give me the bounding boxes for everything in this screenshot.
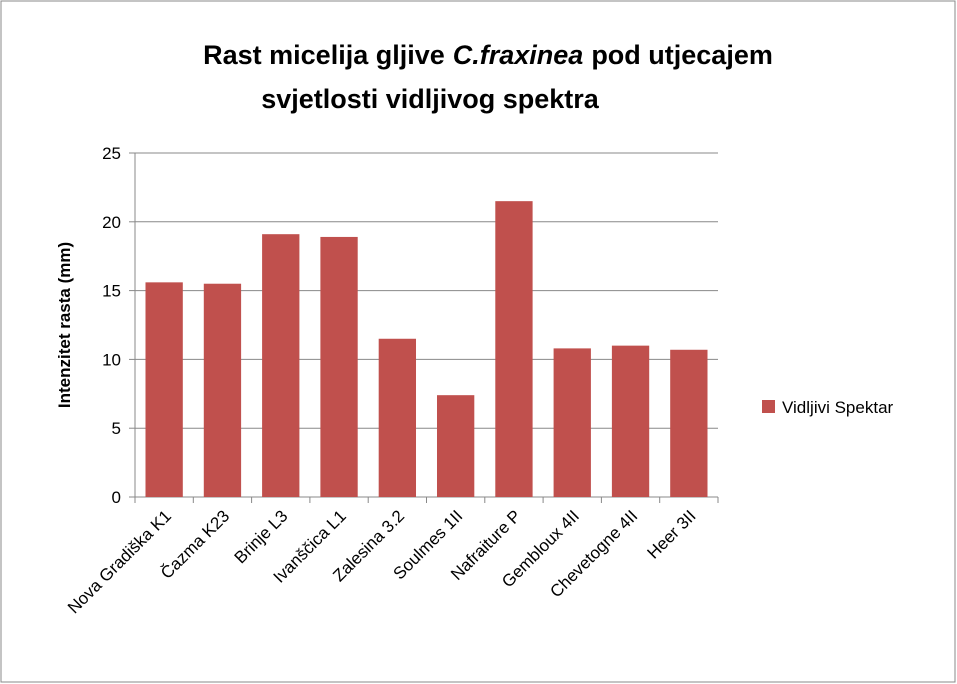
- bar: [553, 348, 591, 497]
- bar: [145, 282, 183, 497]
- title-part: Rast micelija gljive: [203, 40, 445, 70]
- bar: [611, 345, 650, 497]
- legend-label: Vidljivi Spektar: [782, 398, 894, 417]
- y-tick-label: 15: [102, 282, 121, 301]
- chart-title: svjetlosti vidljivog spektra: [261, 84, 600, 114]
- y-axis-label: Intenzitet rasta (mm): [55, 242, 74, 408]
- bar: [670, 349, 708, 497]
- legend-swatch: [762, 400, 775, 413]
- chart-title: Rast micelija gljive C.fraxinea pod utjeca…: [203, 40, 773, 70]
- y-tick-label: 25: [102, 144, 121, 163]
- bar: [320, 236, 358, 497]
- y-tick-label: 20: [102, 213, 121, 232]
- y-tick-label: 5: [112, 419, 121, 438]
- title-part: C.fraxinea: [453, 40, 584, 70]
- y-tick-label: 0: [112, 488, 121, 507]
- title-part: pod utjecajem: [591, 40, 773, 70]
- bar: [203, 283, 242, 497]
- bar: [495, 201, 533, 497]
- y-tick-label: 10: [102, 350, 121, 369]
- bar: [262, 234, 300, 497]
- bar: [378, 338, 417, 497]
- bar: [436, 395, 475, 497]
